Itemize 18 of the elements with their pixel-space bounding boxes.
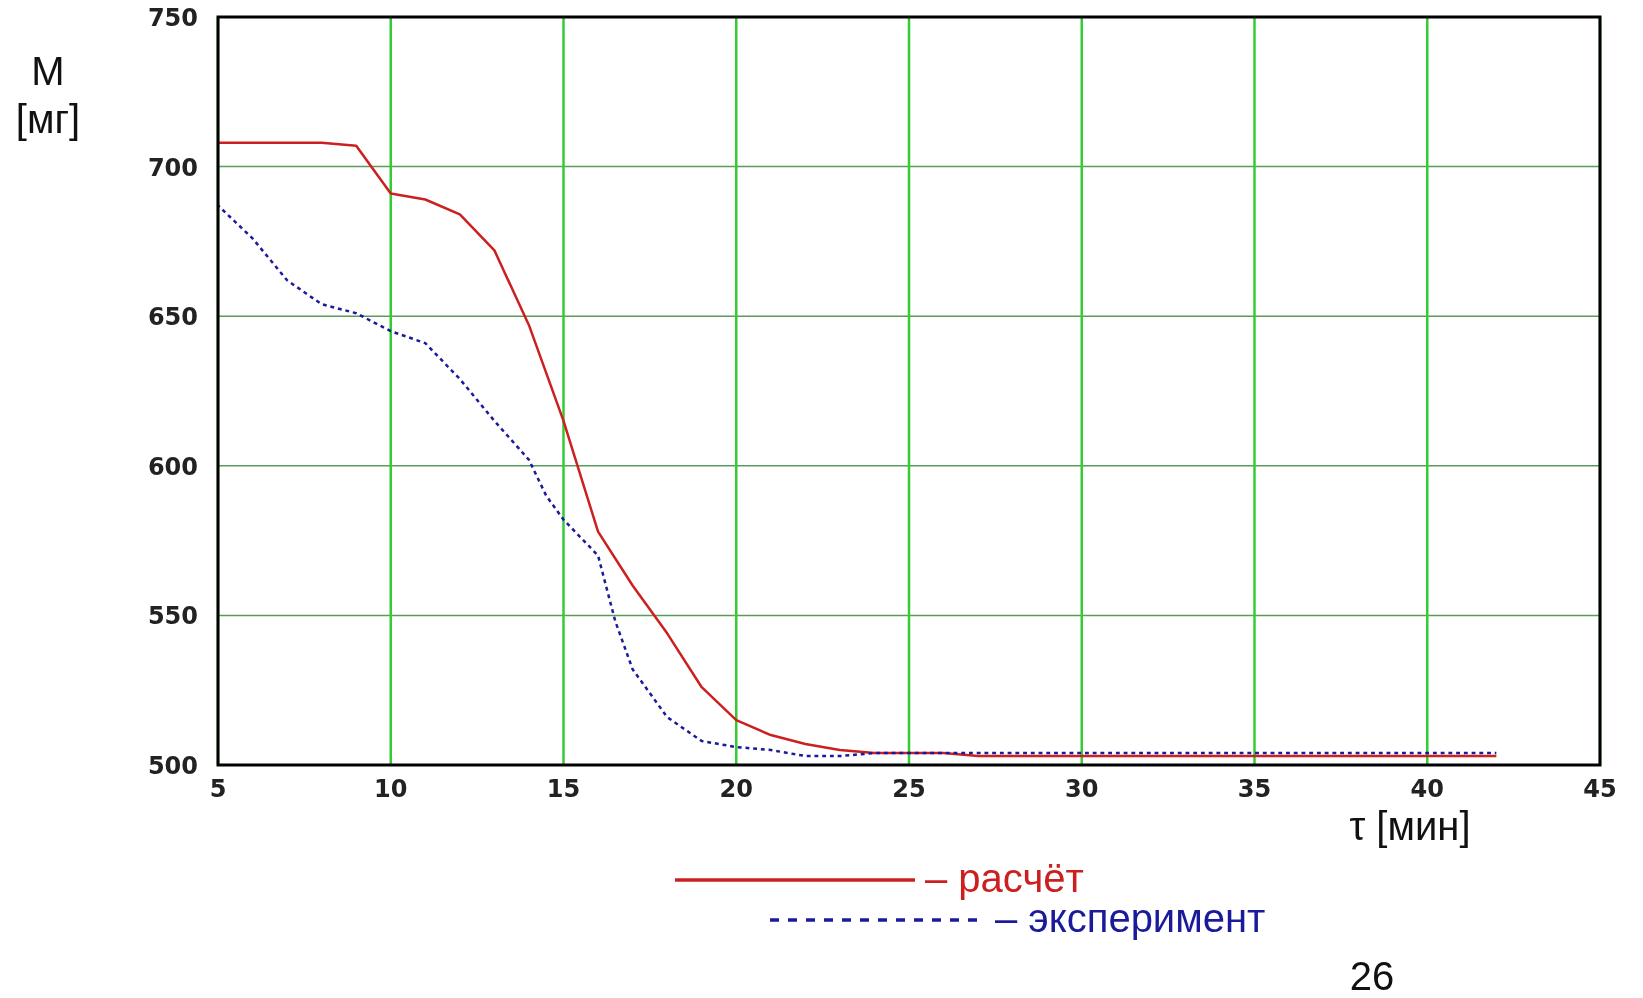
x-tick-label: 35 <box>1237 775 1272 803</box>
x-tick-label: 40 <box>1410 775 1444 803</box>
x-tick-label: 45 <box>1583 775 1617 803</box>
y-tick-label: 600 <box>147 452 198 481</box>
x-axis-title: τ [мин] <box>1349 804 1471 848</box>
y-tick-label: 700 <box>147 153 198 182</box>
x-tick-label: 20 <box>719 775 753 803</box>
x-tick-label: 5 <box>209 775 227 803</box>
y-tick-label: 550 <box>147 602 198 631</box>
x-tick-label: 15 <box>546 775 581 803</box>
y-axis-title: M [мг] <box>15 49 81 141</box>
y-tick-label: 750 <box>147 4 198 32</box>
y-tick-label: 650 <box>147 303 198 332</box>
text: 26 <box>1349 954 1395 998</box>
x-tick-label: 30 <box>1065 775 1099 803</box>
y-tick-label: 500 <box>147 752 198 780</box>
x-tick-label: 25 <box>892 775 926 803</box>
x-tick-label: 10 <box>374 775 408 803</box>
